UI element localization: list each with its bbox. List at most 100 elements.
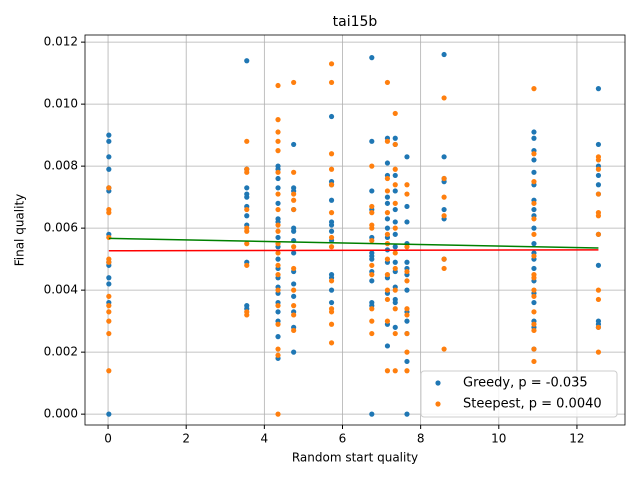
point bbox=[384, 343, 391, 349]
point bbox=[384, 216, 391, 222]
point bbox=[291, 327, 297, 334]
y-tick-label: 0.002 bbox=[44, 345, 78, 359]
point bbox=[392, 188, 398, 194]
point bbox=[328, 166, 335, 172]
point bbox=[531, 275, 537, 281]
point bbox=[392, 368, 398, 374]
point bbox=[441, 194, 447, 200]
point bbox=[384, 272, 391, 278]
point bbox=[275, 346, 281, 352]
point bbox=[244, 185, 250, 191]
point bbox=[106, 275, 112, 281]
legend-marker bbox=[435, 380, 441, 386]
point bbox=[384, 138, 391, 144]
point bbox=[531, 231, 537, 237]
point bbox=[369, 225, 375, 231]
chart-title: tai15b bbox=[333, 14, 378, 30]
point bbox=[291, 141, 297, 148]
point bbox=[441, 346, 447, 352]
point bbox=[244, 169, 250, 175]
point bbox=[291, 228, 297, 234]
y-tick-label: 0.008 bbox=[44, 159, 78, 173]
point bbox=[275, 321, 281, 327]
point bbox=[328, 234, 335, 241]
point bbox=[392, 110, 398, 117]
point bbox=[328, 222, 335, 228]
point bbox=[328, 321, 335, 327]
point bbox=[328, 113, 335, 120]
point bbox=[392, 324, 398, 330]
point bbox=[384, 160, 391, 166]
point bbox=[531, 346, 537, 352]
point bbox=[404, 287, 410, 293]
point bbox=[531, 169, 537, 175]
point bbox=[531, 157, 537, 163]
point bbox=[404, 411, 410, 417]
point bbox=[328, 61, 335, 67]
plot-frame bbox=[84, 34, 626, 426]
point bbox=[392, 244, 398, 250]
point bbox=[384, 368, 391, 374]
point bbox=[244, 206, 250, 213]
point bbox=[595, 166, 602, 172]
point bbox=[369, 411, 375, 417]
x-tick-label: 8 bbox=[417, 432, 425, 446]
point bbox=[384, 296, 391, 303]
y-tick-label: 0.006 bbox=[44, 221, 78, 235]
point bbox=[275, 169, 281, 175]
point bbox=[275, 309, 281, 315]
point bbox=[369, 272, 375, 278]
point bbox=[595, 86, 602, 92]
point bbox=[404, 330, 410, 337]
point bbox=[291, 349, 297, 355]
point bbox=[275, 228, 281, 234]
point bbox=[275, 200, 281, 206]
point bbox=[244, 58, 250, 64]
point bbox=[392, 206, 398, 213]
point bbox=[392, 306, 398, 312]
point bbox=[392, 135, 398, 141]
point bbox=[392, 172, 398, 179]
point bbox=[384, 194, 391, 200]
point bbox=[595, 191, 602, 197]
x-tick-label: 10 bbox=[491, 432, 506, 446]
y-tick-label: 0.004 bbox=[44, 283, 78, 297]
point bbox=[291, 191, 297, 197]
point bbox=[369, 306, 375, 312]
point bbox=[441, 213, 447, 219]
point bbox=[392, 182, 398, 188]
point bbox=[328, 287, 335, 293]
point bbox=[441, 154, 447, 160]
point bbox=[291, 265, 297, 272]
fit-line bbox=[108, 237, 599, 249]
fit-line bbox=[108, 249, 599, 252]
point bbox=[404, 306, 410, 312]
point bbox=[275, 250, 281, 256]
point bbox=[291, 250, 297, 256]
point bbox=[531, 129, 537, 135]
point bbox=[595, 262, 602, 268]
legend-label: Greedy, p = -0.035 bbox=[463, 376, 588, 391]
point bbox=[441, 256, 447, 262]
point bbox=[531, 200, 537, 206]
point bbox=[531, 287, 537, 293]
point bbox=[106, 330, 112, 337]
point bbox=[106, 309, 112, 315]
y-axis-label: Final quality bbox=[13, 194, 27, 267]
point bbox=[369, 262, 375, 268]
point bbox=[244, 194, 250, 200]
point bbox=[369, 330, 375, 337]
point bbox=[392, 225, 398, 231]
point bbox=[441, 175, 447, 182]
point bbox=[531, 358, 537, 365]
point bbox=[275, 117, 281, 123]
point bbox=[369, 163, 375, 169]
point bbox=[531, 299, 537, 306]
point bbox=[531, 265, 537, 272]
point bbox=[441, 51, 447, 58]
point bbox=[384, 256, 391, 262]
point bbox=[291, 312, 297, 318]
x-tick-label: 6 bbox=[339, 432, 347, 446]
y-tick-label: 0.012 bbox=[44, 35, 78, 49]
